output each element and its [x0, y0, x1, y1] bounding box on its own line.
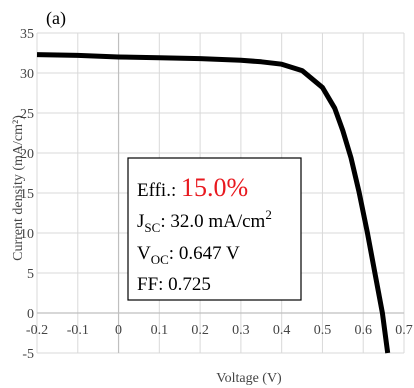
y-tick-label: 15: [20, 187, 34, 202]
x-tick-label: 0: [115, 323, 122, 338]
x-tick-label: 0.6: [354, 323, 372, 338]
efficiency-text: Effi.: 15.0%: [137, 173, 248, 202]
y-tick-label: 25: [20, 107, 34, 122]
jsc-subscript: SC: [144, 220, 160, 235]
series-layer: [36, 52, 391, 354]
x-axis-title: Voltage (V): [216, 371, 282, 386]
jsc-superscript: 2: [265, 207, 272, 222]
y-tick-label: 30: [20, 67, 34, 82]
jsc-value: : 32.0 mA/cm: [160, 211, 265, 232]
y-tick-label: 35: [20, 27, 34, 42]
x-tick-label: 0.3: [232, 323, 250, 338]
x-tick-label: -0.1: [67, 323, 89, 338]
x-tick-label: -0.2: [26, 323, 48, 338]
chart-axes: [37, 33, 404, 353]
y-tick-label: 20: [20, 147, 34, 162]
y-tick-label: 0: [27, 307, 34, 322]
voc-symbol: V: [137, 243, 151, 264]
voc-subscript: OC: [151, 252, 169, 267]
x-tick-label: 0.1: [151, 323, 169, 338]
ff-text: FF: 0.725: [137, 274, 211, 295]
metrics-annotation-box: Effi.: 15.0% JSC: 32.0 mA/cm2 VOC: 0.647…: [127, 157, 302, 301]
y-axis-title: Current density (mA/cm²): [11, 115, 26, 261]
efficiency-value: 15.0%: [181, 173, 248, 202]
panel-label: (a): [46, 8, 66, 29]
x-tick-label: 0.4: [273, 323, 291, 338]
jsc-symbol: J: [137, 211, 144, 232]
x-tick-label: 0.5: [314, 323, 332, 338]
metrics-box-frame: [127, 157, 302, 301]
voc-value: : 0.647 V: [169, 243, 240, 264]
jsc-text: JSC: 32.0 mA/cm2: [137, 207, 272, 235]
x-tick-labels: -0.2 -0.1 0 0.1 0.2 0.3 0.4 0.5 0.6 0.7: [26, 323, 413, 338]
x-tick-label: 0.2: [191, 323, 209, 338]
y-tick-label: 10: [20, 227, 34, 242]
x-tick-label: 0.7: [395, 323, 413, 338]
y-tick-labels: -5 0 5 10 15 20 25 30 35: [20, 27, 34, 362]
jv-curve: [36, 52, 391, 354]
y-tick-label: -5: [22, 347, 34, 362]
efficiency-label: Effi.:: [137, 180, 181, 201]
y-tick-label: 5: [27, 267, 34, 282]
voc-text: VOC: 0.647 V: [137, 243, 240, 267]
